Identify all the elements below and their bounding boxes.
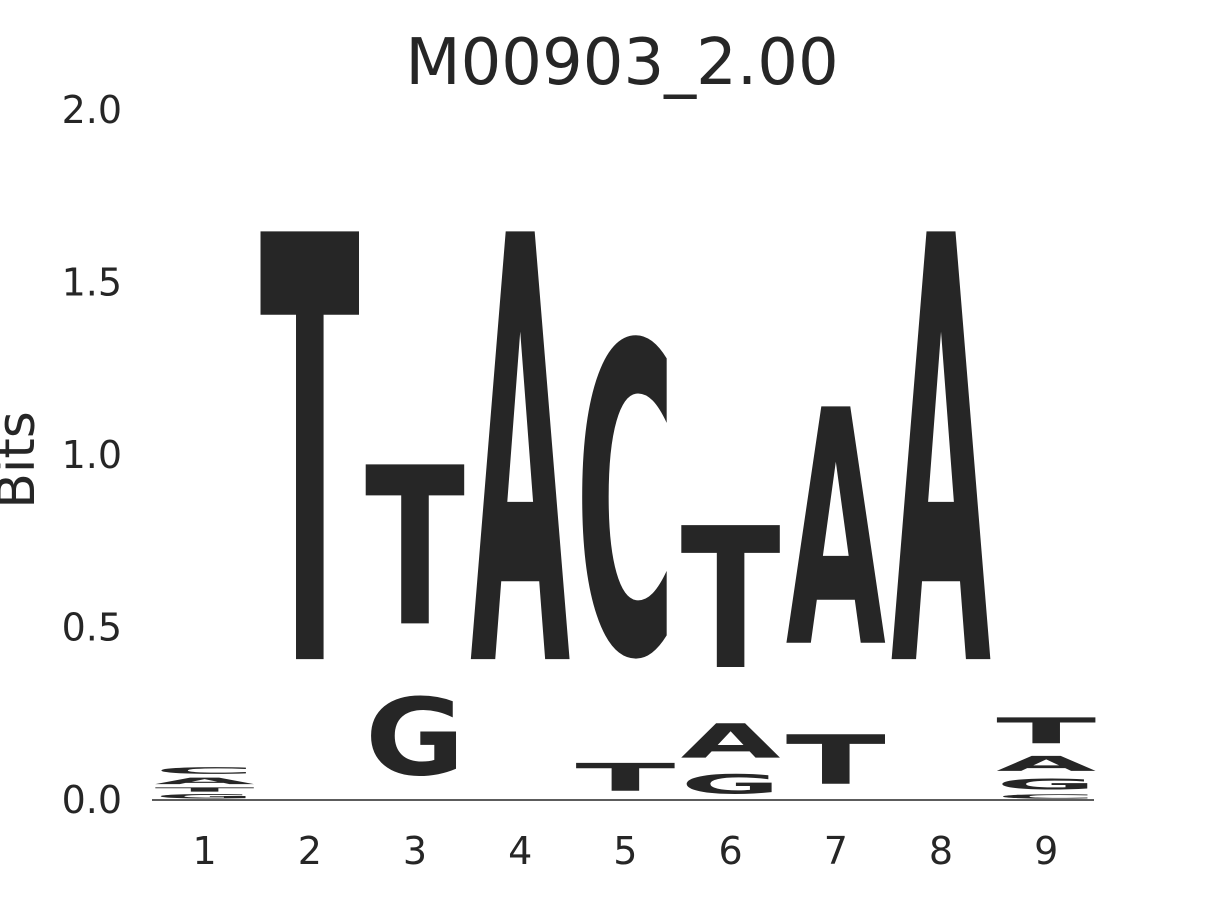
- x-tick-label: 6: [719, 829, 743, 873]
- y-axis-label: Bits: [0, 411, 47, 509]
- logo-letter-a: A: [681, 714, 781, 769]
- x-tick-label: 2: [298, 829, 322, 873]
- x-tick-label: 3: [403, 829, 427, 873]
- logo-letter-t: T: [996, 711, 1096, 752]
- x-tick-label: 7: [824, 829, 848, 873]
- logo-letter-g: G: [155, 793, 255, 800]
- logo-letter-g: G: [681, 769, 781, 800]
- logo-letter-t: T: [155, 786, 255, 793]
- logo-letter-t: T: [365, 420, 465, 675]
- y-tick-label: 1.0: [62, 433, 122, 477]
- x-tick-label: 8: [929, 829, 953, 873]
- logo-letter-t: T: [786, 721, 886, 800]
- logo-letter-c: C: [996, 793, 1096, 800]
- y-tick-label: 1.5: [62, 261, 122, 305]
- logo-letter-t: T: [575, 756, 675, 800]
- logo-letter-a: A: [996, 752, 1097, 776]
- x-tick-label: 4: [508, 829, 532, 873]
- logo-letter-a: A: [891, 116, 992, 798]
- logo-letter-t: T: [260, 114, 361, 797]
- logo-letter-c: C: [155, 765, 255, 775]
- logo-letter-t: T: [681, 486, 781, 713]
- logo-letter-a: A: [155, 776, 255, 786]
- logo-letter-g: G: [996, 776, 1096, 793]
- logo-letter-c: C: [575, 255, 675, 754]
- x-tick-label: 5: [613, 829, 637, 873]
- logo-letter-a: A: [470, 116, 571, 798]
- x-tick-label: 9: [1034, 829, 1058, 873]
- x-axis-ticks: 1 2 3 4 5 6 7 8 9: [193, 829, 1059, 873]
- x-tick-label: 1: [193, 829, 217, 873]
- logo-letter-a: A: [786, 343, 886, 720]
- y-axis-ticks: 0.0 0.5 1.0 1.5 2.0: [62, 88, 122, 822]
- y-tick-label: 0.5: [62, 606, 122, 650]
- y-tick-label: 2.0: [62, 88, 122, 132]
- y-tick-label: 0.0: [62, 778, 122, 822]
- logo-letter-g: G: [365, 676, 465, 800]
- chart-title: M00903_2.00: [405, 26, 838, 100]
